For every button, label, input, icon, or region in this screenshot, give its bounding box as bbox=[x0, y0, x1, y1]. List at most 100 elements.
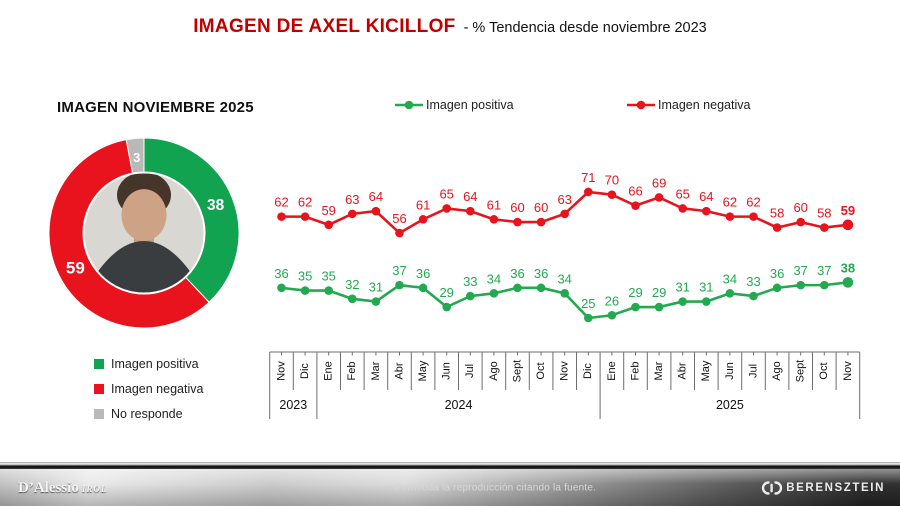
data-point bbox=[489, 289, 499, 298]
legend-label-negativa: Imagen negativa bbox=[111, 381, 204, 396]
month-label: Mar bbox=[370, 361, 382, 380]
image-donut-chart: 38 59 3 bbox=[48, 137, 240, 329]
data-point bbox=[749, 212, 758, 221]
data-point bbox=[820, 223, 829, 232]
data-point bbox=[536, 283, 546, 293]
data-point bbox=[631, 302, 640, 312]
irol-logo-text: IROL bbox=[81, 483, 108, 494]
month-label: Ene bbox=[606, 361, 618, 381]
month-label: Feb bbox=[629, 362, 641, 381]
data-point bbox=[654, 193, 664, 202]
data-label: 63 bbox=[557, 192, 571, 207]
year-label: 2024 bbox=[445, 398, 473, 412]
data-point bbox=[300, 286, 310, 295]
month-label: Dic bbox=[582, 363, 594, 379]
month-label: Jun bbox=[441, 362, 453, 380]
dalessio-logo-text: D’Alessio bbox=[18, 479, 79, 496]
month-label: Abr bbox=[393, 362, 405, 379]
month-label: Nov bbox=[559, 361, 571, 381]
legend-line-marker-green bbox=[395, 100, 423, 110]
data-label: 70 bbox=[605, 173, 619, 188]
data-point bbox=[513, 283, 522, 293]
data-label: 64 bbox=[699, 189, 713, 204]
data-label: 32 bbox=[345, 277, 359, 292]
legend-swatch-negativa bbox=[94, 383, 104, 394]
data-point bbox=[796, 280, 805, 290]
data-point bbox=[749, 291, 758, 301]
data-label: 31 bbox=[675, 280, 689, 295]
data-label: 34 bbox=[557, 271, 571, 286]
data-point bbox=[442, 302, 451, 312]
data-point bbox=[702, 206, 711, 216]
trend-legend-label-negativa: Imagen negativa bbox=[658, 98, 751, 112]
data-label: 36 bbox=[534, 266, 548, 281]
donut-legend: Imagen positiva Imagen negativa No respo… bbox=[94, 351, 203, 426]
data-point bbox=[300, 212, 310, 221]
data-label: 29 bbox=[628, 285, 642, 300]
trend-legend-label-positiva: Imagen positiva bbox=[426, 98, 514, 112]
data-point bbox=[536, 217, 546, 227]
legend-swatch-noresponde bbox=[94, 408, 104, 419]
month-label: May bbox=[700, 360, 712, 381]
data-label: 31 bbox=[369, 280, 383, 295]
data-point bbox=[489, 215, 499, 224]
data-point bbox=[395, 280, 404, 290]
data-point bbox=[725, 212, 735, 221]
month-label: May bbox=[417, 360, 429, 381]
data-point bbox=[418, 283, 428, 293]
data-label: 65 bbox=[675, 186, 689, 201]
month-label: Feb bbox=[346, 362, 358, 381]
data-point bbox=[560, 289, 569, 298]
data-point bbox=[395, 228, 404, 238]
legend-item-noresponde: No responde bbox=[94, 401, 203, 426]
footer-disclaimer: Permitida la reproducción citando la fue… bbox=[395, 482, 597, 493]
photo-axel-kicillof bbox=[84, 173, 204, 293]
page-title: IMAGEN DE AXEL KICILLOF bbox=[193, 16, 456, 37]
month-label: Jul bbox=[747, 364, 759, 378]
data-label: 36 bbox=[274, 266, 288, 281]
legend-label-noresponde: No responde bbox=[111, 406, 183, 421]
donut-heading: IMAGEN NOVIEMBRE 2025 bbox=[57, 99, 254, 116]
data-label: 61 bbox=[487, 197, 501, 212]
donut-value-label: 38 bbox=[207, 197, 225, 214]
legend-line-marker-red bbox=[627, 100, 655, 110]
page-subtitle: - % Tendencia desde noviembre 2023 bbox=[463, 20, 707, 36]
data-label: 64 bbox=[463, 189, 477, 204]
data-label: 36 bbox=[770, 266, 784, 281]
month-label: Ago bbox=[771, 361, 783, 381]
trend-line-chart: Nov Dic Ene Feb Mar Abr May Jun Jul Ago Sept Oct Nov… bbox=[269, 170, 861, 419]
data-point bbox=[418, 215, 428, 224]
data-point bbox=[702, 297, 711, 306]
data-label: 60 bbox=[534, 200, 548, 215]
data-point bbox=[466, 206, 475, 216]
data-label: 31 bbox=[699, 280, 713, 295]
data-label: 62 bbox=[298, 195, 312, 210]
data-label: 66 bbox=[628, 184, 642, 199]
data-point bbox=[513, 217, 522, 227]
month-label: Ene bbox=[323, 361, 335, 381]
data-point bbox=[654, 302, 664, 312]
data-point bbox=[678, 204, 687, 213]
data-label: 35 bbox=[321, 269, 335, 284]
data-label: 64 bbox=[369, 189, 383, 204]
data-label: 56 bbox=[392, 211, 406, 226]
title-row: IMAGEN DE AXEL KICILLOF - % Tendencia de… bbox=[0, 16, 900, 38]
data-label: 61 bbox=[416, 197, 430, 212]
footer-edge bbox=[0, 462, 900, 469]
month-label: Dic bbox=[299, 363, 311, 379]
data-point bbox=[584, 187, 593, 197]
year-label: 2025 bbox=[716, 398, 744, 412]
data-label: 62 bbox=[723, 195, 737, 210]
data-label: 33 bbox=[463, 274, 477, 289]
data-point bbox=[348, 209, 357, 219]
data-point bbox=[842, 219, 854, 231]
trend-legend-positiva: Imagen positiva bbox=[395, 98, 514, 112]
data-label: 62 bbox=[274, 195, 288, 210]
data-label: 37 bbox=[793, 263, 807, 278]
data-point bbox=[277, 212, 286, 221]
month-label: Oct bbox=[818, 362, 830, 379]
berensztein-logo-text: BERENSZTEIN bbox=[786, 481, 885, 494]
data-point bbox=[466, 291, 475, 301]
data-point bbox=[348, 294, 357, 304]
data-label: 60 bbox=[793, 200, 807, 215]
